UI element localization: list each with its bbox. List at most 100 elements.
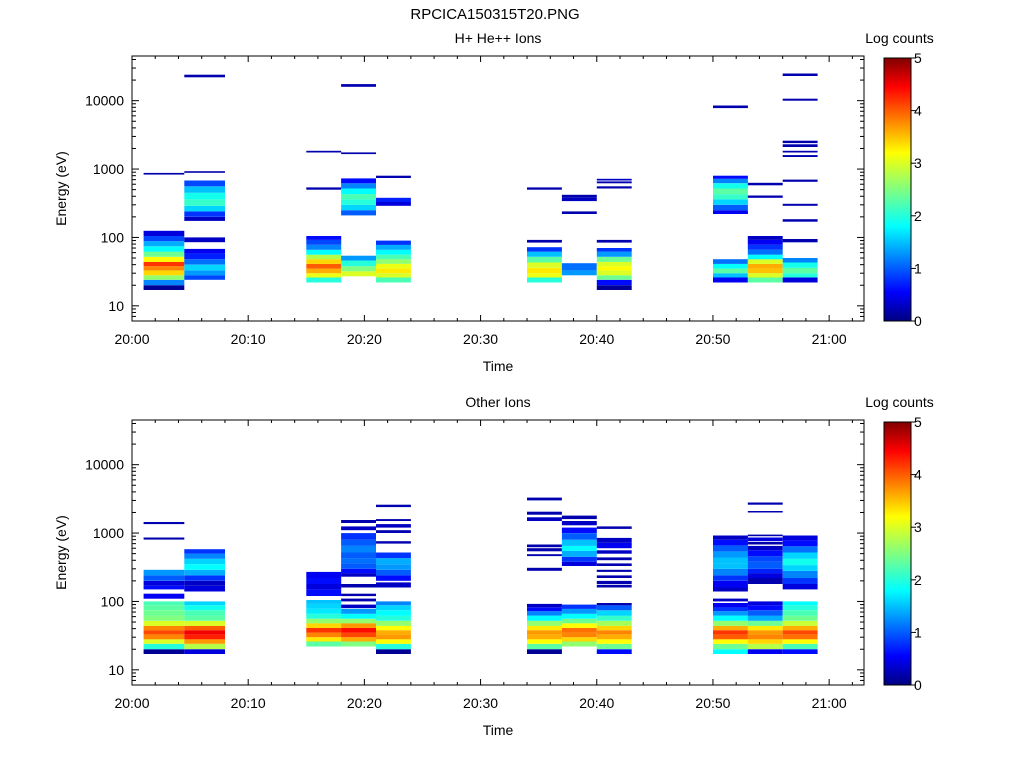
x-tick-label: 20:10	[231, 331, 266, 347]
spectrogram-cell	[596, 569, 632, 572]
spectrogram-cell	[596, 261, 632, 267]
spectrogram-cell	[747, 561, 783, 569]
y-tick-label: 10	[108, 662, 124, 678]
spectrogram-cell	[143, 256, 185, 262]
spectrogram-cell	[782, 552, 818, 559]
spectrogram-cell	[596, 630, 632, 635]
spectrogram-cell	[596, 537, 632, 543]
spectrogram-cell	[341, 573, 376, 577]
spectrogram-cell	[184, 615, 225, 621]
spectrogram-cell	[376, 277, 411, 283]
spectrogram-cell	[596, 620, 632, 626]
spectrogram-cell	[143, 615, 185, 621]
spectrogram-cell	[713, 188, 748, 195]
spectrogram-cell	[713, 634, 748, 640]
x-tick-label: 20:20	[347, 695, 382, 711]
spectrogram-cell	[341, 520, 376, 523]
spectrogram-cell	[747, 542, 783, 545]
spectrogram-cell	[713, 598, 748, 602]
spectrogram-cell	[341, 183, 376, 189]
spectrogram-cell	[782, 262, 818, 268]
spectrogram-cell	[341, 593, 376, 597]
spectrogram-cell	[376, 259, 411, 264]
spectrogram-cell	[341, 552, 376, 559]
spectrogram-cell	[782, 630, 818, 635]
spectrogram-cell	[376, 634, 411, 640]
spectrogram-cell	[527, 239, 562, 243]
spectrogram-cell	[713, 263, 748, 269]
spectrogram-cell	[143, 575, 185, 581]
spectrogram-cell	[143, 285, 185, 290]
spectrogram-cell	[184, 649, 225, 654]
spectrogram-cell	[341, 618, 376, 624]
spectrogram-cell	[143, 266, 185, 271]
spectrogram-cell	[561, 618, 597, 624]
spectrogram-cell	[143, 279, 185, 286]
spectrogram-cell	[782, 239, 818, 243]
spectrogram-cell	[713, 563, 748, 569]
colorbar-label: Log counts	[865, 30, 934, 46]
x-axis-label: Time	[483, 358, 514, 374]
spectrogram-cell	[376, 519, 411, 521]
spectrogram-cell	[747, 615, 783, 621]
spectrogram-cell	[184, 575, 225, 581]
spectrogram-cell	[527, 277, 562, 283]
spectrogram-cell	[376, 630, 411, 635]
spectrogram-cell	[747, 601, 783, 606]
spectrogram-cell	[782, 584, 818, 590]
spectrogram-cell	[596, 557, 632, 561]
y-tick-label: 100	[101, 229, 125, 245]
colorbar-tick-label: 2	[914, 572, 922, 588]
y-tick-label: 100	[101, 593, 125, 609]
spectrogram-cell	[376, 643, 411, 650]
y-axis-label: Energy (eV)	[53, 151, 69, 226]
panel-title: Other Ions	[465, 394, 530, 410]
spectrogram-cell	[713, 607, 748, 612]
spectrogram-cell	[527, 620, 562, 626]
spectrogram-cell	[747, 573, 783, 579]
spectrogram-cell	[561, 533, 597, 540]
spectrogram-cell	[713, 178, 748, 184]
spectrogram-cell	[306, 571, 342, 578]
spectrogram-cell	[782, 179, 818, 182]
spectrogram-cell	[306, 637, 342, 642]
spectrogram-cell	[527, 511, 562, 515]
spectrogram-cell	[782, 267, 818, 274]
x-tick-label: 20:40	[579, 695, 614, 711]
spectrogram-cell	[782, 73, 818, 76]
spectrogram-cell	[143, 270, 185, 276]
spectrogram-cell	[747, 511, 783, 513]
spectrogram-cell	[747, 182, 783, 186]
spectrogram-cell	[341, 271, 376, 277]
spectrogram-cell	[306, 254, 342, 260]
spectrogram-cell	[527, 649, 562, 654]
colorbar-label: Log counts	[865, 394, 934, 410]
spectrogram-cell	[561, 527, 597, 533]
spectrogram-cell	[713, 643, 748, 650]
spectrogram-cell	[561, 637, 597, 642]
spectrogram-cell	[527, 247, 562, 252]
spectrogram-cell	[184, 199, 225, 206]
colorbar-tick-label: 1	[914, 624, 922, 640]
spectrogram-cell	[596, 178, 632, 181]
spectrogram-cell	[713, 175, 748, 179]
x-tick-label: 20:50	[695, 331, 730, 347]
spectrogram-cell	[527, 544, 562, 548]
spectrogram-cell	[782, 535, 818, 541]
spectrogram-cell	[341, 632, 376, 638]
spectrogram-cell	[306, 618, 342, 624]
spectrogram-cell	[341, 641, 376, 647]
spectrogram-cell	[561, 613, 597, 619]
spectrogram-cell	[747, 568, 783, 574]
spectrogram-cell	[184, 171, 225, 173]
spectrogram-cell	[306, 263, 342, 269]
spectrogram-cell	[713, 268, 748, 274]
spectrogram-cell	[184, 620, 225, 626]
spectrogram-cell	[561, 608, 597, 614]
spectrogram-cell	[747, 643, 783, 650]
spectrogram-cell	[184, 205, 225, 212]
spectrogram-cell	[376, 620, 411, 626]
spectrogram-cell	[376, 530, 411, 533]
spectrogram-cell	[596, 639, 632, 644]
spectrogram-cell	[713, 557, 748, 564]
